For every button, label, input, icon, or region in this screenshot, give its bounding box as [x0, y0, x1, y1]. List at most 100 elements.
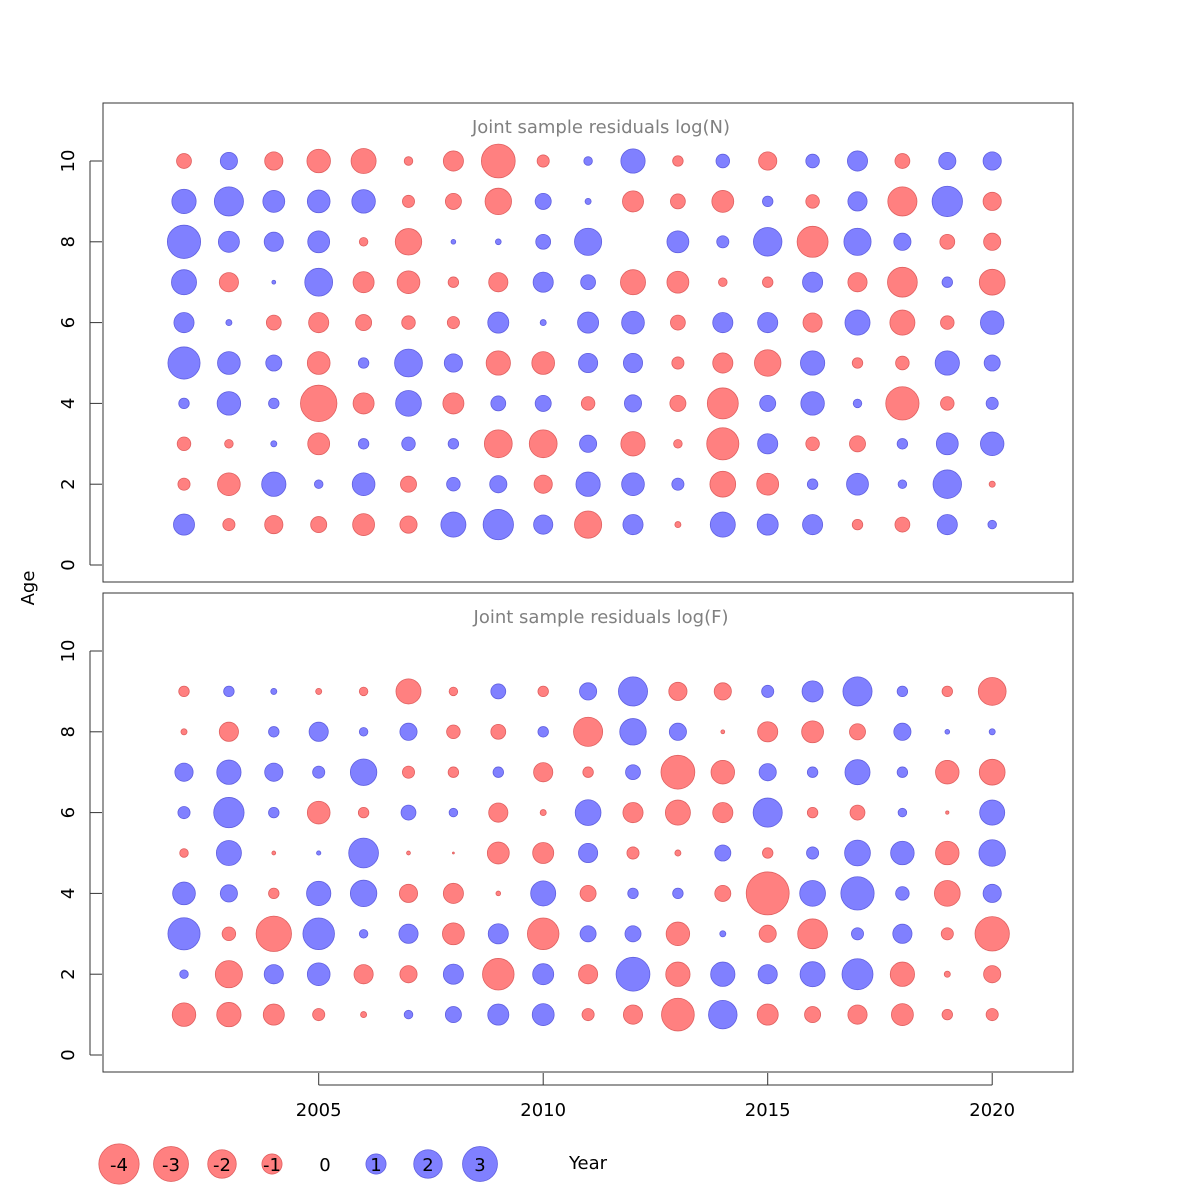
residual-bubble [270, 440, 278, 448]
panel-title-log-f: Joint sample residuals log(F) [473, 607, 729, 628]
residual-bubble [306, 800, 331, 825]
y-tick-label: 0 [58, 1049, 79, 1060]
residual-bubble [214, 960, 243, 989]
x-tick-label: 2010 [520, 1100, 566, 1121]
legend-bubble [153, 1146, 189, 1182]
residual-bubble [307, 432, 331, 456]
residual-bubble [666, 270, 690, 294]
panel-frame-log-f [102, 592, 1074, 1073]
residual-bubble [403, 156, 414, 166]
residual-bubble [894, 516, 911, 533]
residual-bubble [753, 227, 783, 257]
residual-bubble [893, 722, 912, 741]
residual-bubble [534, 394, 552, 412]
residual-bubble [574, 227, 603, 256]
residual-bubble [801, 680, 824, 703]
residual-bubble [896, 766, 909, 778]
residual-bubble [710, 961, 736, 987]
residual-bubble [940, 396, 955, 411]
residual-bubble [532, 271, 554, 293]
residual-bubble [401, 315, 416, 330]
residual-bubble [355, 314, 373, 332]
residual-bubble [268, 806, 280, 819]
residual-bubble [757, 433, 779, 455]
residual-bubble [402, 765, 415, 779]
residual-bubble [622, 514, 644, 536]
residual-bubble [167, 917, 201, 951]
residual-bubble [351, 189, 376, 214]
residual-bubble [533, 514, 554, 535]
y-tick-label: 10 [58, 150, 79, 173]
residual-bubble [394, 228, 423, 256]
residual-bubble [889, 309, 916, 336]
residual-bubble [718, 277, 728, 287]
residual-bubble [447, 766, 460, 778]
residual-bubble [306, 351, 331, 375]
residual-bubble [974, 916, 1010, 952]
residual-bubble [983, 965, 1002, 984]
residual-bubble [665, 921, 691, 946]
residual-bubble [941, 685, 953, 698]
residual-bubble [847, 1004, 868, 1025]
residual-bubble [621, 310, 645, 335]
residual-bubble [944, 729, 951, 735]
residual-bubble [846, 472, 869, 496]
legend-label: 2 [422, 1155, 433, 1176]
residual-bubble [665, 961, 691, 987]
residual-bubble [941, 1008, 953, 1021]
residual-bubble [539, 809, 547, 817]
legend-bubble [207, 1149, 237, 1179]
residual-bubble [406, 850, 411, 856]
residual-bubble [627, 887, 639, 900]
residual-bubble [752, 797, 783, 828]
residual-bubble [661, 997, 695, 1032]
residual-bubble [351, 472, 376, 496]
residual-bubble [537, 726, 549, 738]
residual-bubble [482, 958, 515, 991]
residual-bubble [978, 268, 1006, 296]
y-tick-label: 4 [58, 888, 79, 899]
residual-bubble [622, 802, 644, 824]
residual-bubble [217, 230, 240, 253]
residual-bubble [357, 357, 370, 369]
residual-bubble [352, 271, 375, 294]
residual-bubble [314, 479, 324, 489]
residual-bubble [171, 188, 197, 214]
residual-bubble [983, 232, 1002, 251]
residual-bubble [674, 521, 682, 529]
residual-bubble [714, 844, 732, 862]
residual-bubble [352, 392, 375, 415]
residual-bubble [932, 469, 962, 499]
residual-bubble [270, 687, 278, 695]
residual-bubble [442, 150, 464, 172]
residual-bubble [842, 676, 873, 707]
residual-bubble [844, 839, 871, 867]
residual-bubble [938, 152, 957, 170]
residual-bubble [673, 439, 683, 449]
residual-bubble [896, 438, 909, 450]
residual-bubble [487, 1003, 510, 1026]
y-tick-label: 10 [58, 640, 79, 663]
residual-bubble [173, 312, 195, 334]
residual-bubble [978, 758, 1006, 786]
residual-bubble [448, 807, 459, 818]
residual-bubble [218, 721, 239, 742]
panel-frame-log-n [102, 102, 1074, 583]
residual-bubble [664, 799, 691, 826]
residual-bubble [263, 964, 284, 985]
residual-bubble [582, 766, 594, 778]
residual-bubble [171, 269, 197, 296]
residual-bubble [357, 438, 370, 450]
residual-bubble [261, 471, 287, 497]
y-tick-label: 6 [58, 807, 79, 818]
residual-bubble [674, 849, 682, 857]
residual-bubble [402, 194, 415, 208]
residual-bubble [495, 890, 502, 897]
residual-bubble [395, 678, 422, 705]
residual-bubble [217, 351, 241, 375]
residual-bubble [796, 225, 829, 258]
residual-bubble [762, 195, 774, 208]
residual-bubble [578, 964, 599, 985]
residual-bubble [489, 475, 508, 494]
residual-bubble [714, 884, 732, 902]
